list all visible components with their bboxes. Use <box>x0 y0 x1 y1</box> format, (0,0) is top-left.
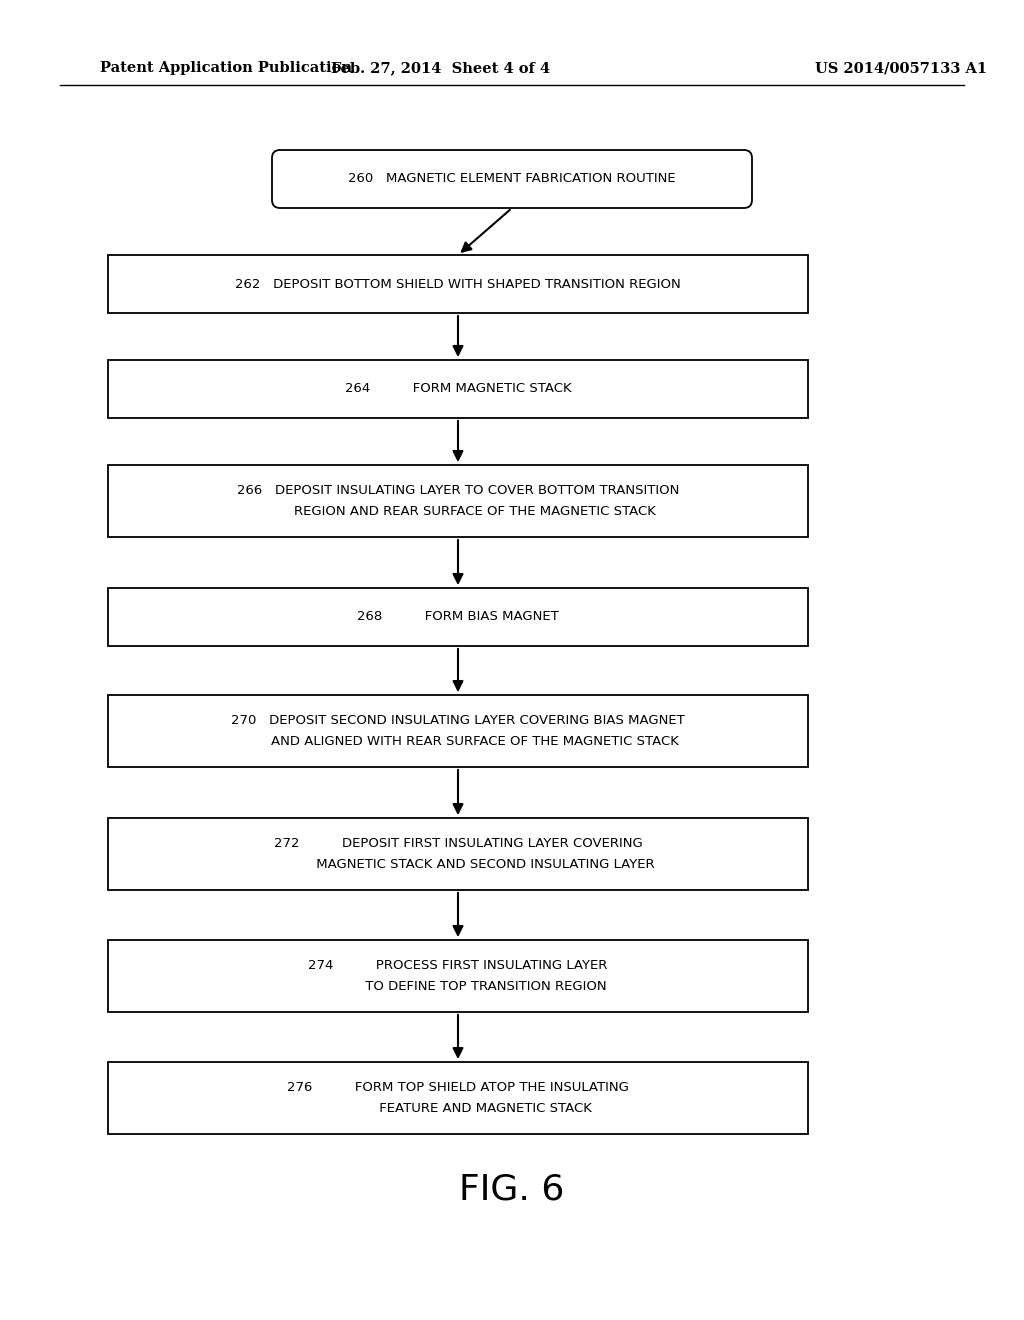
Text: FIG. 6: FIG. 6 <box>460 1173 564 1206</box>
Text: 276          FORM TOP SHIELD ATOP THE INSULATING: 276 FORM TOP SHIELD ATOP THE INSULATING <box>287 1081 629 1094</box>
Text: 268          FORM BIAS MAGNET: 268 FORM BIAS MAGNET <box>357 610 559 623</box>
Text: 262   DEPOSIT BOTTOM SHIELD WITH SHAPED TRANSITION REGION: 262 DEPOSIT BOTTOM SHIELD WITH SHAPED TR… <box>236 277 681 290</box>
Bar <box>108 940 808 1012</box>
Text: 266   DEPOSIT INSULATING LAYER TO COVER BOTTOM TRANSITION: 266 DEPOSIT INSULATING LAYER TO COVER BO… <box>237 483 679 496</box>
Text: Feb. 27, 2014  Sheet 4 of 4: Feb. 27, 2014 Sheet 4 of 4 <box>331 61 550 75</box>
Text: 274          PROCESS FIRST INSULATING LAYER: 274 PROCESS FIRST INSULATING LAYER <box>308 958 607 972</box>
Text: Patent Application Publication: Patent Application Publication <box>100 61 352 75</box>
Bar <box>108 818 808 890</box>
FancyBboxPatch shape <box>272 150 752 209</box>
Bar <box>108 255 808 313</box>
Text: FEATURE AND MAGNETIC STACK: FEATURE AND MAGNETIC STACK <box>324 1102 592 1115</box>
Text: US 2014/0057133 A1: US 2014/0057133 A1 <box>815 61 987 75</box>
Text: MAGNETIC STACK AND SECOND INSULATING LAYER: MAGNETIC STACK AND SECOND INSULATING LAY… <box>261 858 654 871</box>
Text: 272          DEPOSIT FIRST INSULATING LAYER COVERING: 272 DEPOSIT FIRST INSULATING LAYER COVER… <box>273 837 642 850</box>
Text: 260   MAGNETIC ELEMENT FABRICATION ROUTINE: 260 MAGNETIC ELEMENT FABRICATION ROUTINE <box>348 173 676 186</box>
Text: AND ALIGNED WITH REAR SURFACE OF THE MAGNETIC STACK: AND ALIGNED WITH REAR SURFACE OF THE MAG… <box>238 735 679 748</box>
Text: TO DEFINE TOP TRANSITION REGION: TO DEFINE TOP TRANSITION REGION <box>309 981 606 993</box>
Text: REGION AND REAR SURFACE OF THE MAGNETIC STACK: REGION AND REAR SURFACE OF THE MAGNETIC … <box>260 506 656 519</box>
Bar <box>108 1063 808 1134</box>
Text: 270   DEPOSIT SECOND INSULATING LAYER COVERING BIAS MAGNET: 270 DEPOSIT SECOND INSULATING LAYER COVE… <box>231 714 685 727</box>
Bar <box>108 696 808 767</box>
Bar <box>108 465 808 537</box>
Bar <box>108 360 808 418</box>
Text: 264          FORM MAGNETIC STACK: 264 FORM MAGNETIC STACK <box>345 383 571 396</box>
Bar <box>108 587 808 645</box>
